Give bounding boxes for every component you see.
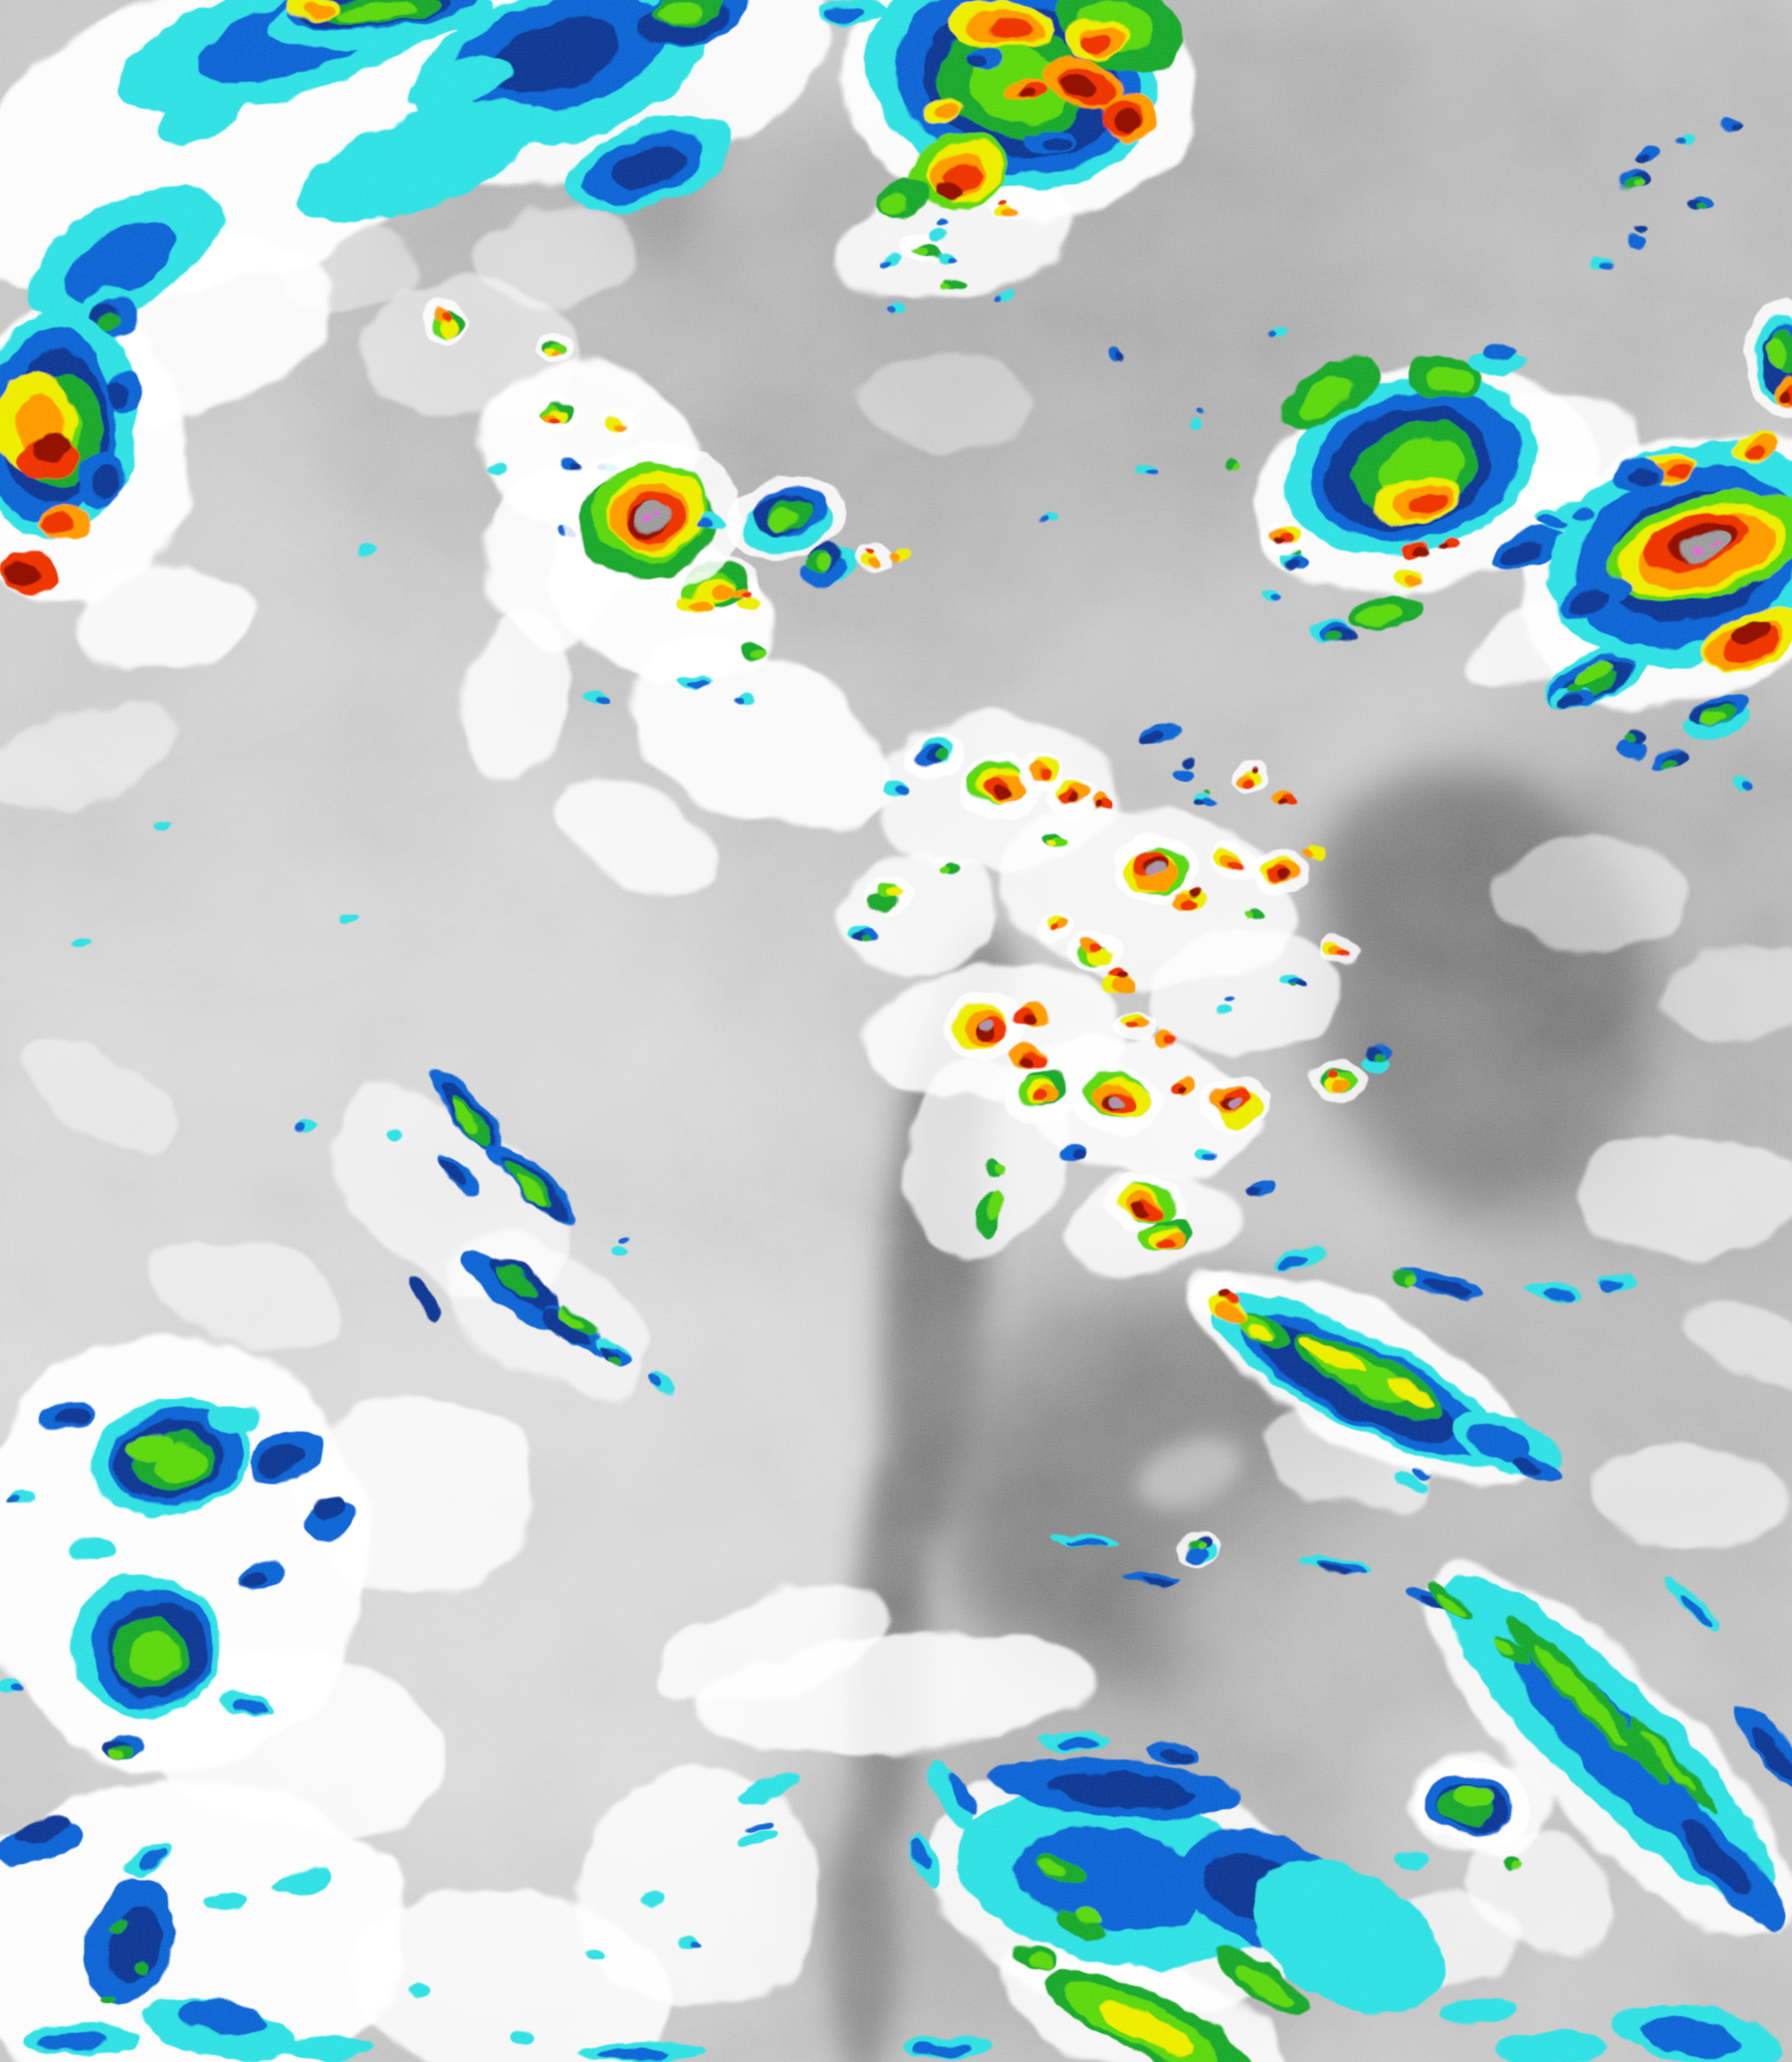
satellite-canvas <box>0 0 1792 2062</box>
pixel-grain-overlay <box>0 0 1792 2062</box>
satellite-view <box>0 0 1792 2062</box>
